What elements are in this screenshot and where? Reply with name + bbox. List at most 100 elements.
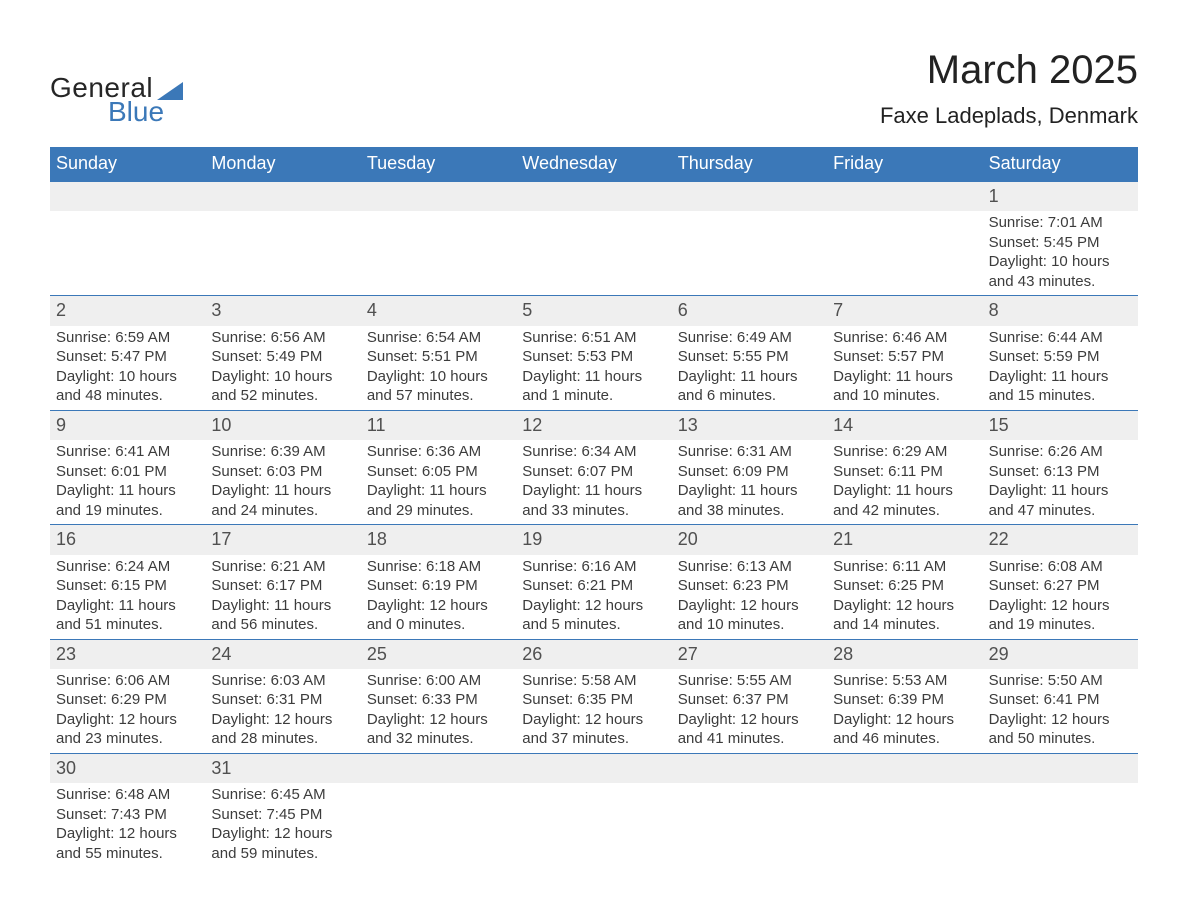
day-details xyxy=(50,211,205,217)
day-cell: 8Sunrise: 6:44 AMSunset: 5:59 PMDaylight… xyxy=(983,295,1138,409)
sunrise-line: Sunrise: 7:01 AM xyxy=(989,213,1132,233)
sunset-line: Sunset: 6:29 PM xyxy=(56,690,199,710)
daylight-line: Daylight: 12 hours and 5 minutes. xyxy=(522,596,665,635)
day-cell: 6Sunrise: 6:49 AMSunset: 5:55 PMDaylight… xyxy=(672,295,827,409)
sunrise-line: Sunrise: 6:00 AM xyxy=(367,671,510,691)
day-details: Sunrise: 6:18 AMSunset: 6:19 PMDaylight:… xyxy=(361,555,516,639)
weekday-header: Tuesday xyxy=(361,147,516,182)
daylight-line: Daylight: 12 hours and 59 minutes. xyxy=(211,824,354,863)
day-number xyxy=(516,182,671,211)
day-number: 4 xyxy=(361,296,516,325)
daylight-line: Daylight: 11 hours and 10 minutes. xyxy=(833,367,976,406)
day-number: 14 xyxy=(827,411,982,440)
day-cell xyxy=(361,753,516,867)
weekday-header: Saturday xyxy=(983,147,1138,182)
daylight-line: Daylight: 12 hours and 55 minutes. xyxy=(56,824,199,863)
sunset-line: Sunset: 7:45 PM xyxy=(211,805,354,825)
daylight-line: Daylight: 12 hours and 14 minutes. xyxy=(833,596,976,635)
daylight-line: Daylight: 12 hours and 37 minutes. xyxy=(522,710,665,749)
sunrise-line: Sunrise: 6:31 AM xyxy=(678,442,821,462)
day-number xyxy=(516,754,671,783)
day-cell: 31Sunrise: 6:45 AMSunset: 7:45 PMDayligh… xyxy=(205,753,360,867)
day-cell: 13Sunrise: 6:31 AMSunset: 6:09 PMDayligh… xyxy=(672,410,827,524)
sunrise-line: Sunrise: 6:11 AM xyxy=(833,557,976,577)
calendar: SundayMondayTuesdayWednesdayThursdayFrid… xyxy=(50,147,1138,867)
sunset-line: Sunset: 6:09 PM xyxy=(678,462,821,482)
day-details: Sunrise: 6:48 AMSunset: 7:43 PMDaylight:… xyxy=(50,783,205,867)
day-cell: 18Sunrise: 6:18 AMSunset: 6:19 PMDayligh… xyxy=(361,524,516,638)
sunset-line: Sunset: 6:15 PM xyxy=(56,576,199,596)
calendar-header-row: SundayMondayTuesdayWednesdayThursdayFrid… xyxy=(50,147,1138,182)
day-cell: 30Sunrise: 6:48 AMSunset: 7:43 PMDayligh… xyxy=(50,753,205,867)
daylight-line: Daylight: 11 hours and 42 minutes. xyxy=(833,481,976,520)
sunset-line: Sunset: 6:41 PM xyxy=(989,690,1132,710)
day-details: Sunrise: 7:01 AMSunset: 5:45 PMDaylight:… xyxy=(983,211,1138,295)
day-details: Sunrise: 6:46 AMSunset: 5:57 PMDaylight:… xyxy=(827,326,982,410)
sunrise-line: Sunrise: 5:58 AM xyxy=(522,671,665,691)
day-cell: 5Sunrise: 6:51 AMSunset: 5:53 PMDaylight… xyxy=(516,295,671,409)
day-number xyxy=(50,182,205,211)
day-details: Sunrise: 6:06 AMSunset: 6:29 PMDaylight:… xyxy=(50,669,205,753)
daylight-line: Daylight: 11 hours and 38 minutes. xyxy=(678,481,821,520)
day-number xyxy=(361,182,516,211)
day-cell xyxy=(50,182,205,295)
day-number: 28 xyxy=(827,640,982,669)
daylight-line: Daylight: 11 hours and 56 minutes. xyxy=(211,596,354,635)
day-cell: 14Sunrise: 6:29 AMSunset: 6:11 PMDayligh… xyxy=(827,410,982,524)
day-details xyxy=(516,211,671,217)
day-number: 17 xyxy=(205,525,360,554)
day-cell: 23Sunrise: 6:06 AMSunset: 6:29 PMDayligh… xyxy=(50,639,205,753)
day-details: Sunrise: 6:29 AMSunset: 6:11 PMDaylight:… xyxy=(827,440,982,524)
sunset-line: Sunset: 6:31 PM xyxy=(211,690,354,710)
day-details xyxy=(983,783,1138,789)
day-details: Sunrise: 6:11 AMSunset: 6:25 PMDaylight:… xyxy=(827,555,982,639)
day-cell: 21Sunrise: 6:11 AMSunset: 6:25 PMDayligh… xyxy=(827,524,982,638)
weekday-header: Sunday xyxy=(50,147,205,182)
day-number: 26 xyxy=(516,640,671,669)
day-details: Sunrise: 6:56 AMSunset: 5:49 PMDaylight:… xyxy=(205,326,360,410)
day-cell: 2Sunrise: 6:59 AMSunset: 5:47 PMDaylight… xyxy=(50,295,205,409)
daylight-line: Daylight: 12 hours and 10 minutes. xyxy=(678,596,821,635)
day-cell: 15Sunrise: 6:26 AMSunset: 6:13 PMDayligh… xyxy=(983,410,1138,524)
day-number: 5 xyxy=(516,296,671,325)
day-details: Sunrise: 5:53 AMSunset: 6:39 PMDaylight:… xyxy=(827,669,982,753)
sunset-line: Sunset: 6:33 PM xyxy=(367,690,510,710)
day-cell: 24Sunrise: 6:03 AMSunset: 6:31 PMDayligh… xyxy=(205,639,360,753)
day-cell: 4Sunrise: 6:54 AMSunset: 5:51 PMDaylight… xyxy=(361,295,516,409)
day-details: Sunrise: 5:58 AMSunset: 6:35 PMDaylight:… xyxy=(516,669,671,753)
sunset-line: Sunset: 7:43 PM xyxy=(56,805,199,825)
day-cell: 7Sunrise: 6:46 AMSunset: 5:57 PMDaylight… xyxy=(827,295,982,409)
day-number: 31 xyxy=(205,754,360,783)
daylight-line: Daylight: 11 hours and 47 minutes. xyxy=(989,481,1132,520)
day-number: 25 xyxy=(361,640,516,669)
day-cell: 17Sunrise: 6:21 AMSunset: 6:17 PMDayligh… xyxy=(205,524,360,638)
location-label: Faxe Ladeplads, Denmark xyxy=(880,103,1138,129)
day-details: Sunrise: 6:41 AMSunset: 6:01 PMDaylight:… xyxy=(50,440,205,524)
day-number: 18 xyxy=(361,525,516,554)
day-details: Sunrise: 6:00 AMSunset: 6:33 PMDaylight:… xyxy=(361,669,516,753)
day-details xyxy=(827,783,982,789)
day-details xyxy=(205,211,360,217)
day-cell xyxy=(983,753,1138,867)
daylight-line: Daylight: 12 hours and 19 minutes. xyxy=(989,596,1132,635)
day-details: Sunrise: 6:03 AMSunset: 6:31 PMDaylight:… xyxy=(205,669,360,753)
day-number: 3 xyxy=(205,296,360,325)
sunset-line: Sunset: 6:17 PM xyxy=(211,576,354,596)
sunrise-line: Sunrise: 6:36 AM xyxy=(367,442,510,462)
weekday-header: Monday xyxy=(205,147,360,182)
weekday-header: Thursday xyxy=(672,147,827,182)
sunrise-line: Sunrise: 6:46 AM xyxy=(833,328,976,348)
sunrise-line: Sunrise: 6:41 AM xyxy=(56,442,199,462)
daylight-line: Daylight: 12 hours and 41 minutes. xyxy=(678,710,821,749)
header: General Blue March 2025 Faxe Ladeplads, … xyxy=(50,48,1138,129)
day-details: Sunrise: 6:51 AMSunset: 5:53 PMDaylight:… xyxy=(516,326,671,410)
sunset-line: Sunset: 6:01 PM xyxy=(56,462,199,482)
sunset-line: Sunset: 6:13 PM xyxy=(989,462,1132,482)
sunrise-line: Sunrise: 6:44 AM xyxy=(989,328,1132,348)
daylight-line: Daylight: 12 hours and 0 minutes. xyxy=(367,596,510,635)
sunrise-line: Sunrise: 6:13 AM xyxy=(678,557,821,577)
day-cell xyxy=(205,182,360,295)
sunset-line: Sunset: 6:35 PM xyxy=(522,690,665,710)
day-number xyxy=(983,754,1138,783)
sunrise-line: Sunrise: 6:29 AM xyxy=(833,442,976,462)
